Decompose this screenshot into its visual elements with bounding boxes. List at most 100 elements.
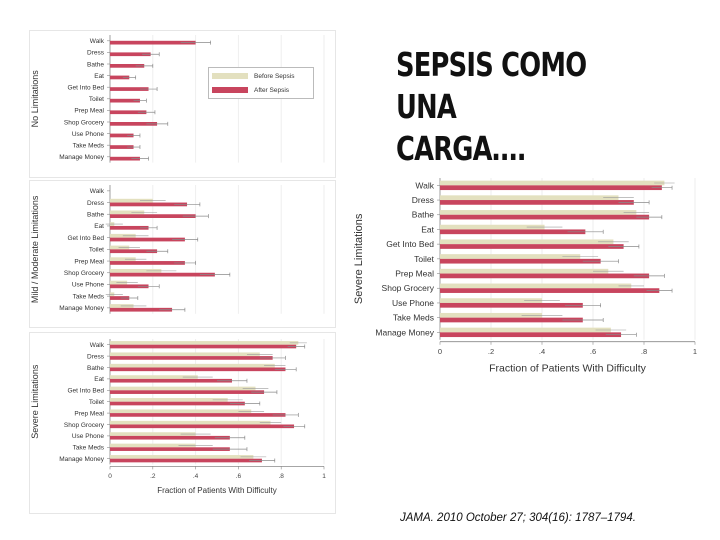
bar-after [440,273,650,279]
category-label: Shop Grocery [64,270,105,277]
bar-after [440,214,650,220]
category-label: Use Phone [72,131,105,138]
category-label: Eat [94,73,104,80]
panel-label: Severe Limitations [353,213,365,304]
category-label: Dress [87,353,105,360]
bar-after [110,214,196,218]
bar-after [110,284,149,289]
category-label: Walk [90,188,105,195]
category-label: Take Meds [393,313,434,323]
x-tick-label: 1 [322,473,326,480]
bar-before [110,455,254,459]
category-label: Manage Money [59,305,105,312]
bar-before [440,268,609,274]
bar-after [110,133,134,138]
legend-after-swatch [212,87,248,93]
bar-after [110,40,196,45]
category-label: Prep Meal [74,108,104,115]
category-label: Get Into Bed [68,84,105,91]
bar-after [110,145,134,149]
bar-before [440,224,545,230]
bar-after [110,378,232,383]
bar-after [110,225,149,230]
bar-after [110,122,158,126]
category-label: Manage Money [59,154,105,161]
bar-after [110,356,273,360]
bar-after [110,64,145,68]
category-label: Manage Money [59,456,105,463]
category-label: Use Phone [72,433,105,440]
chart-severe-limitations-small: Walk Dress Bathe Eat Get Into Bed Toilet Prep … [30,339,326,495]
x-tick-label: .6 [236,473,242,480]
category-label: Shop Grocery [64,422,105,429]
x-tick-label: .6 [590,347,596,356]
citation: JAMA. 2010 October 27; 304(16): 1787–179… [400,512,636,524]
bar-after [440,229,586,235]
bar-after [110,237,185,242]
bar-before [110,269,162,273]
bar-before [110,409,252,414]
bar-before [440,195,619,201]
bar-after [110,52,151,57]
bar-before [110,443,196,448]
category-label: Shop Grocery [382,283,435,293]
x-tick-label: .2 [488,347,494,356]
x-tick-label: 0 [108,473,112,480]
category-label: Get Into Bed [68,235,105,242]
bar-before [110,341,299,345]
bar-after [110,344,297,349]
bar-before [110,198,153,203]
chart-severe-limitations-large: Walk Dress Bathe Eat Get Into Bed Toilet Prep … [353,178,697,375]
x-axis-label: Fraction of Patients With Difficulty [489,363,647,375]
bar-after [110,413,286,417]
category-label: Get Into Bed [386,239,434,249]
bar-after [110,261,185,265]
category-label: Use Phone [392,298,434,308]
category-label: Dress [412,195,434,205]
bar-after [440,258,601,264]
slide-title: SEPSIS COMO UNA CARGA…. [396,45,587,168]
bar-after [110,307,173,312]
category-label: Walk [90,342,105,349]
bar-before [440,327,611,333]
category-label: Toilet [414,254,434,264]
bar-after [110,435,230,440]
bar-after [110,272,215,277]
category-label: Prep Meal [74,258,104,265]
bar-after [110,401,245,406]
x-tick-label: 1 [693,347,697,356]
chart-no-limitations: Walk Dress Bathe Eat Get Into Bed Toilet Prep … [30,35,325,163]
legend-after: After Sepsis [212,84,313,96]
bar-after [110,75,130,80]
category-label: Walk [90,38,105,45]
small-panel-severe [29,332,336,514]
bar-before [110,432,196,436]
legend-after-label: After Sepsis [254,86,290,94]
bar-after [440,185,662,191]
bar-after [110,202,188,207]
bar-after [110,458,262,463]
legend-before-swatch [212,73,248,79]
category-label: Prep Meal [74,410,104,417]
bar-after [440,302,583,308]
category-label: Bathe [87,61,104,68]
bar-after [440,200,634,205]
bar-after [440,317,583,323]
category-label: Bathe [412,210,434,220]
x-tick-label: .8 [641,347,647,356]
panel-label: Severe Limitations [30,364,40,439]
bar-after [110,296,130,300]
bar-before [110,363,275,368]
bar-after [110,98,140,103]
category-label: Take Meds [73,142,105,149]
category-label: Toilet [89,247,104,254]
category-label: Use Phone [72,282,105,289]
panel-label: Mild / Moderate Limitations [30,195,40,303]
category-label: Dress [87,50,105,57]
category-label: Eat [421,224,434,234]
category-label: Toilet [89,399,104,406]
category-label: Take Meds [73,293,105,300]
x-tick-label: .8 [278,473,284,480]
small-panel-mild [29,180,336,328]
bar-before [440,312,542,318]
